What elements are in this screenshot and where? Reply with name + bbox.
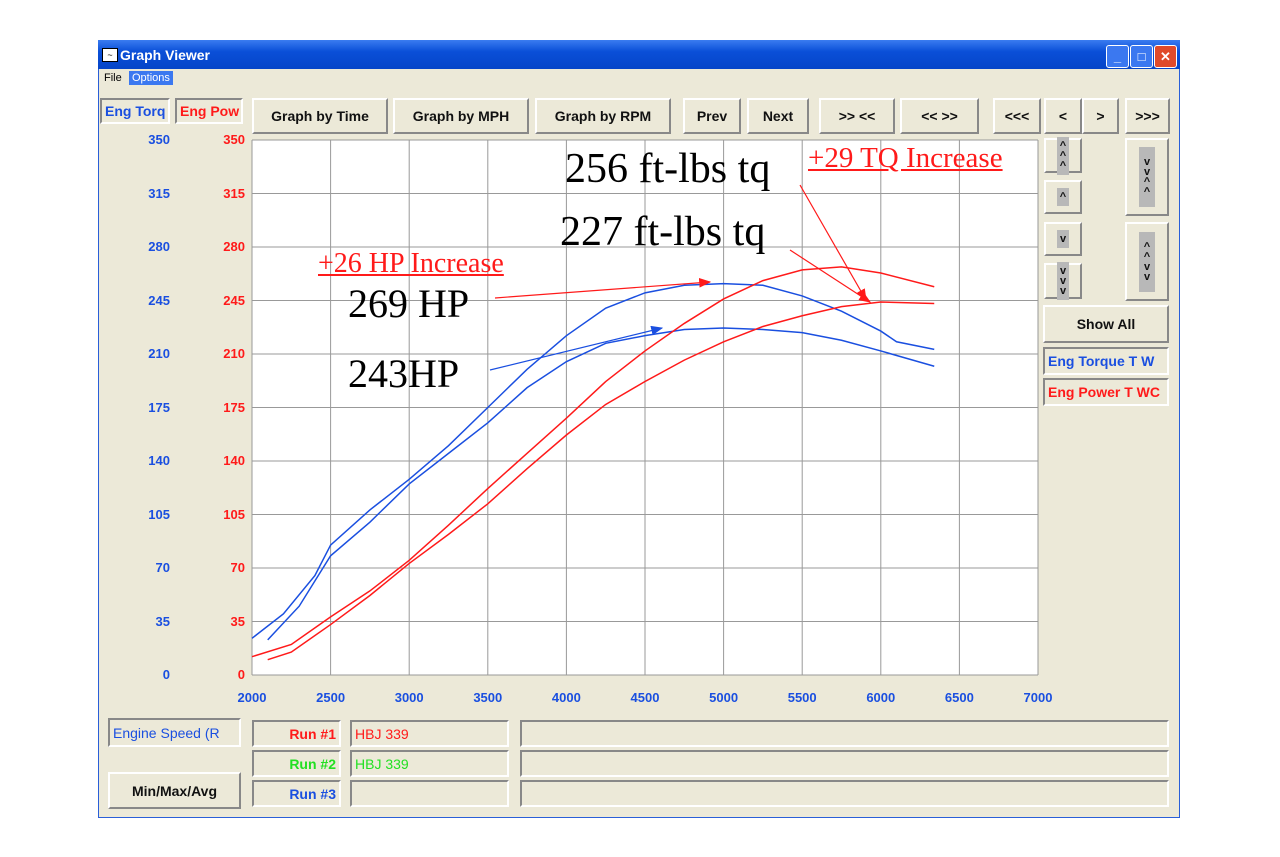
annotation-tq-increase: +29 TQ Increase bbox=[808, 142, 1003, 174]
x-tick: 7000 bbox=[1023, 690, 1053, 705]
x-tick: 6500 bbox=[944, 690, 974, 705]
graph-by-rpm-button[interactable]: Graph by RPM bbox=[535, 98, 671, 134]
x-tick: 5000 bbox=[709, 690, 739, 705]
x-tick: 2000 bbox=[237, 690, 267, 705]
app-icon: ~ bbox=[102, 48, 118, 62]
prev-button[interactable]: Prev bbox=[683, 98, 741, 134]
annotation-arrow bbox=[789, 249, 872, 303]
scroll-top-button[interactable]: ^ ^ ^ bbox=[1044, 136, 1082, 175]
x-axis-channel[interactable]: Engine Speed (R bbox=[108, 718, 241, 747]
zoom-out-button[interactable]: << >> bbox=[900, 98, 979, 134]
run-info-field bbox=[520, 720, 1169, 747]
power-y-tick: 0 bbox=[237, 667, 245, 682]
power-y-tick: 175 bbox=[223, 399, 245, 415]
scroll-far-right-button[interactable]: >>> bbox=[1125, 98, 1170, 134]
x-tick: 4000 bbox=[551, 690, 581, 705]
maximize-button[interactable]: □ bbox=[1130, 45, 1153, 68]
torque-axis-channel[interactable]: Eng Torq bbox=[100, 98, 170, 124]
x-tick: 5500 bbox=[787, 690, 817, 705]
annotation-tq-after: 256 ft-lbs tq bbox=[565, 146, 771, 192]
power-y-tick: 315 bbox=[223, 185, 245, 201]
torque-y-tick: 280 bbox=[148, 239, 170, 254]
torque-y-tick: 70 bbox=[155, 560, 170, 575]
legend-power[interactable]: Eng Power T WC bbox=[1043, 378, 1169, 406]
series-line-3 bbox=[251, 266, 935, 658]
torque-y-tick: 0 bbox=[162, 667, 170, 682]
min-max-avg-button[interactable]: Min/Max/Avg bbox=[108, 772, 241, 809]
expand-icon: ^ ^ v v bbox=[1138, 231, 1156, 292]
minimize-button[interactable]: _ bbox=[1106, 45, 1129, 68]
x-tick: 3000 bbox=[394, 690, 424, 705]
x-tick: 6000 bbox=[866, 690, 896, 705]
power-y-tick: 210 bbox=[223, 346, 245, 361]
power-y-tick: 245 bbox=[223, 292, 245, 308]
run-name[interactable]: HBJ 339 bbox=[350, 750, 509, 777]
up-icon: ^ bbox=[1056, 188, 1070, 206]
torque-y-tick: 350 bbox=[148, 132, 170, 147]
torque-y-tick: 315 bbox=[148, 185, 170, 201]
annotation-hp-after: 269 HP bbox=[348, 281, 470, 326]
annotation-arrow bbox=[799, 184, 867, 302]
power-y-tick: 350 bbox=[223, 132, 245, 147]
power-y-tick: 70 bbox=[230, 560, 245, 575]
scroll-left-button[interactable]: < bbox=[1044, 98, 1082, 134]
run-label: Run #2 bbox=[252, 750, 341, 777]
scroll-right-button[interactable]: > bbox=[1082, 98, 1119, 134]
torque-y-tick: 35 bbox=[155, 613, 170, 629]
title-bar bbox=[98, 40, 1180, 69]
torque-y-tick: 140 bbox=[148, 453, 170, 468]
graph-by-mph-button[interactable]: Graph by MPH bbox=[393, 98, 529, 134]
show-all-button[interactable]: Show All bbox=[1043, 305, 1169, 343]
annotation-hp-increase: +26 HP Increase bbox=[318, 248, 504, 279]
x-tick: 4500 bbox=[630, 690, 660, 705]
menu-options[interactable]: Options bbox=[129, 71, 173, 85]
torque-y-tick: 245 bbox=[148, 292, 170, 308]
series-line-4 bbox=[267, 301, 935, 661]
annotation-arrow bbox=[494, 278, 712, 299]
torque-y-tick: 175 bbox=[148, 399, 170, 415]
torque-y-tick: 105 bbox=[148, 506, 170, 522]
graph-by-time-button[interactable]: Graph by Time bbox=[252, 98, 388, 134]
annotation-arrow bbox=[489, 325, 664, 371]
menu-file[interactable]: File bbox=[104, 72, 122, 84]
power-y-tick: 35 bbox=[230, 613, 245, 629]
power-y-tick: 105 bbox=[223, 506, 245, 522]
window-title: Graph Viewer bbox=[120, 47, 211, 63]
run-label: Run #3 bbox=[252, 780, 341, 807]
torque-y-tick: 210 bbox=[148, 346, 170, 361]
power-y-tick: 280 bbox=[223, 239, 245, 254]
power-axis-channel[interactable]: Eng Pow bbox=[175, 98, 243, 124]
annotation-tq-before: 227 ft-lbs tq bbox=[560, 209, 766, 255]
zoom-in-vertical-button[interactable]: v v ^ ^ bbox=[1125, 138, 1169, 216]
triple-up-icon: ^ ^ ^ bbox=[1056, 136, 1070, 175]
legend-torque[interactable]: Eng Torque T W bbox=[1043, 347, 1169, 375]
collapse-icon: v v ^ ^ bbox=[1138, 147, 1156, 207]
zoom-in-button[interactable]: >> << bbox=[819, 98, 895, 134]
scroll-up-button[interactable]: ^ bbox=[1044, 180, 1082, 214]
next-button[interactable]: Next bbox=[747, 98, 809, 134]
down-icon: v bbox=[1056, 230, 1070, 248]
series-line-2 bbox=[267, 327, 935, 641]
power-y-tick: 140 bbox=[223, 453, 245, 468]
run-name[interactable]: HBJ 339 bbox=[350, 720, 509, 747]
run-info-field bbox=[520, 780, 1169, 807]
x-tick: 2500 bbox=[316, 690, 346, 705]
scroll-far-left-button[interactable]: <<< bbox=[993, 98, 1041, 134]
annotation-hp-before: 243HP bbox=[348, 351, 460, 396]
run-label: Run #1 bbox=[252, 720, 341, 747]
x-tick: 3500 bbox=[473, 690, 503, 705]
zoom-out-vertical-button[interactable]: ^ ^ v v bbox=[1125, 222, 1169, 301]
scroll-down-button[interactable]: v bbox=[1044, 222, 1082, 256]
close-button[interactable]: ✕ bbox=[1154, 45, 1177, 68]
run-name[interactable] bbox=[350, 780, 509, 807]
run-info-field bbox=[520, 750, 1169, 777]
